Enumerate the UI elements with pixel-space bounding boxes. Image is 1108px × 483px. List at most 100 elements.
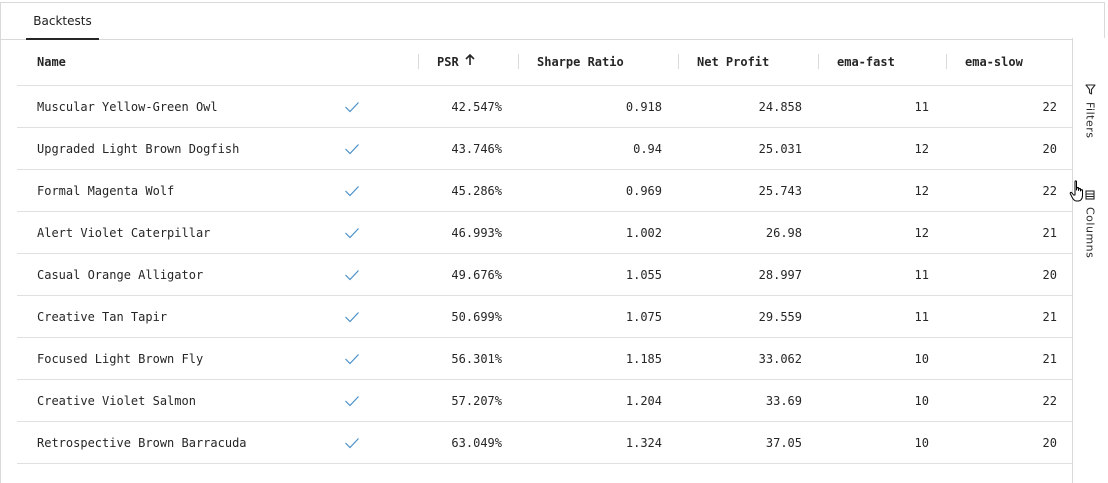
cell-psr[interactable]: 46.993% [451, 226, 502, 240]
tab-backtests[interactable]: Backtests [26, 3, 99, 40]
cell-net-profit[interactable]: 33.69 [765, 394, 802, 408]
cell-net-profit[interactable]: 26.98 [765, 226, 802, 240]
cell-sharpe-ratio[interactable]: 1.185 [625, 352, 662, 366]
cell-ema-fast[interactable]: 11 [914, 100, 929, 114]
cell-psr[interactable]: 42.547% [451, 100, 502, 114]
cell-net-profit[interactable]: 29.559 [758, 310, 802, 324]
checkmark-icon [342, 296, 362, 338]
table-row[interactable]: Focused Light Brown Fly 56.301% 1.185 33… [17, 338, 1072, 380]
cell-ema-slow[interactable]: 22 [1042, 184, 1057, 198]
column-separator[interactable] [946, 54, 947, 69]
cell-ema-fast[interactable]: 10 [914, 436, 929, 450]
cell-ema-fast[interactable]: 12 [914, 142, 929, 156]
cell-ema-slow[interactable]: 22 [1042, 394, 1057, 408]
cell-name[interactable]: Casual Orange Alligator [37, 268, 204, 282]
cell-ema-slow[interactable]: 21 [1042, 310, 1057, 324]
cell-net-profit[interactable]: 25.743 [758, 184, 802, 198]
tab-bar: Backtests [1, 3, 1104, 40]
cell-ema-fast[interactable]: 12 [914, 226, 929, 240]
cell-name[interactable]: Focused Light Brown Fly [37, 352, 204, 366]
cell-ema-slow[interactable]: 21 [1042, 352, 1057, 366]
cell-sharpe-ratio[interactable]: 1.002 [625, 226, 662, 240]
column-header-label: Net Profit [697, 55, 770, 69]
cell-name[interactable]: Muscular Yellow-Green Owl [37, 100, 218, 114]
cell-sharpe-ratio[interactable]: 0.918 [625, 100, 662, 114]
columns-button[interactable]: Columns [1079, 190, 1101, 258]
cell-sharpe-ratio[interactable]: 1.055 [625, 268, 662, 282]
table-row[interactable]: Creative Tan Tapir 50.699% 1.075 29.559 … [17, 296, 1072, 338]
table-row[interactable]: Casual Orange Alligator 49.676% 1.055 28… [17, 254, 1072, 296]
cell-name[interactable]: Creative Tan Tapir [37, 310, 168, 324]
cell-name[interactable]: Alert Violet Caterpillar [37, 226, 211, 240]
columns-icon [1085, 190, 1095, 203]
table-row[interactable]: Creative Violet Salmon 57.207% 1.204 33.… [17, 380, 1072, 422]
cell-net-profit[interactable]: 33.062 [758, 352, 802, 366]
cell-ema-fast[interactable]: 10 [914, 352, 929, 366]
checkmark-icon [342, 380, 362, 422]
cell-net-profit[interactable]: 37.05 [765, 436, 802, 450]
column-header-ema-slow[interactable]: ema-slow [965, 38, 1023, 86]
cell-ema-slow[interactable]: 21 [1042, 226, 1057, 240]
cell-sharpe-ratio[interactable]: 1.204 [625, 394, 662, 408]
table-row[interactable]: Formal Magenta Wolf 45.286% 0.969 25.743… [17, 170, 1072, 212]
cell-ema-slow[interactable]: 20 [1042, 268, 1057, 282]
cell-psr[interactable]: 43.746% [451, 142, 502, 156]
checkmark-icon [342, 128, 362, 170]
side-panel-toolbar: Filters Columns [1072, 38, 1105, 483]
checkmark-icon [342, 170, 362, 212]
table-row[interactable]: Muscular Yellow-Green Owl 42.547% 0.918 … [17, 86, 1072, 128]
columns-label: Columns [1083, 207, 1097, 259]
column-header-label: ema-slow [965, 55, 1023, 69]
column-separator[interactable] [418, 54, 419, 69]
funnel-icon [1084, 84, 1096, 98]
cell-psr[interactable]: 50.699% [451, 310, 502, 324]
column-separator[interactable] [818, 54, 819, 69]
cell-net-profit[interactable]: 28.997 [758, 268, 802, 282]
cell-sharpe-ratio[interactable]: 0.969 [625, 184, 662, 198]
column-header-sharpe-ratio[interactable]: Sharpe Ratio [537, 38, 624, 86]
cell-name[interactable]: Upgraded Light Brown Dogfish [37, 142, 240, 156]
grid-body: Muscular Yellow-Green Owl 42.547% 0.918 … [17, 86, 1072, 464]
cell-psr[interactable]: 56.301% [451, 352, 502, 366]
cell-psr[interactable]: 49.676% [451, 268, 502, 282]
column-header-label: Sharpe Ratio [537, 55, 624, 69]
checkmark-icon [342, 254, 362, 296]
arrow-up-icon [465, 53, 475, 70]
cell-ema-fast[interactable]: 11 [914, 268, 929, 282]
cell-psr[interactable]: 57.207% [451, 394, 502, 408]
column-separator[interactable] [518, 54, 519, 69]
filters-button[interactable]: Filters [1079, 84, 1101, 138]
cell-ema-slow[interactable]: 20 [1042, 436, 1057, 450]
cell-psr[interactable]: 45.286% [451, 184, 502, 198]
column-header-ema-fast[interactable]: ema-fast [837, 38, 895, 86]
filters-label: Filters [1083, 102, 1097, 139]
cell-ema-slow[interactable]: 22 [1042, 100, 1057, 114]
cell-name[interactable]: Formal Magenta Wolf [37, 184, 175, 198]
table-row[interactable]: Alert Violet Caterpillar 46.993% 1.002 2… [17, 212, 1072, 254]
column-header-name[interactable]: Name [37, 38, 66, 86]
cell-name[interactable]: Retrospective Brown Barracuda [37, 436, 247, 450]
cell-name[interactable]: Creative Violet Salmon [37, 394, 196, 408]
checkmark-icon [342, 338, 362, 380]
cell-ema-fast[interactable]: 11 [914, 310, 929, 324]
column-header-net-profit[interactable]: Net Profit [697, 38, 769, 86]
table-row[interactable]: Retrospective Brown Barracuda 63.049% 1.… [17, 422, 1072, 464]
cell-psr[interactable]: 63.049% [451, 436, 502, 450]
cell-net-profit[interactable]: 24.858 [758, 100, 802, 114]
cell-ema-fast[interactable]: 10 [914, 394, 929, 408]
backtests-grid: Name PSR Sharpe Ratio Net Profit ema-fas… [17, 38, 1072, 464]
cell-sharpe-ratio[interactable]: 0.94 [633, 142, 662, 156]
hand-pointer-cursor [1069, 180, 1087, 208]
cell-ema-fast[interactable]: 12 [914, 184, 929, 198]
cell-ema-slow[interactable]: 20 [1042, 142, 1057, 156]
checkmark-icon [342, 422, 362, 464]
column-separator[interactable] [678, 54, 679, 69]
table-row[interactable]: Upgraded Light Brown Dogfish 43.746% 0.9… [17, 128, 1072, 170]
cell-net-profit[interactable]: 25.031 [758, 142, 802, 156]
column-header-psr[interactable]: PSR [437, 38, 475, 86]
column-header-label: Name [37, 55, 66, 69]
cell-sharpe-ratio[interactable]: 1.075 [625, 310, 662, 324]
column-header-label: ema-fast [837, 55, 895, 69]
cell-sharpe-ratio[interactable]: 1.324 [625, 436, 662, 450]
